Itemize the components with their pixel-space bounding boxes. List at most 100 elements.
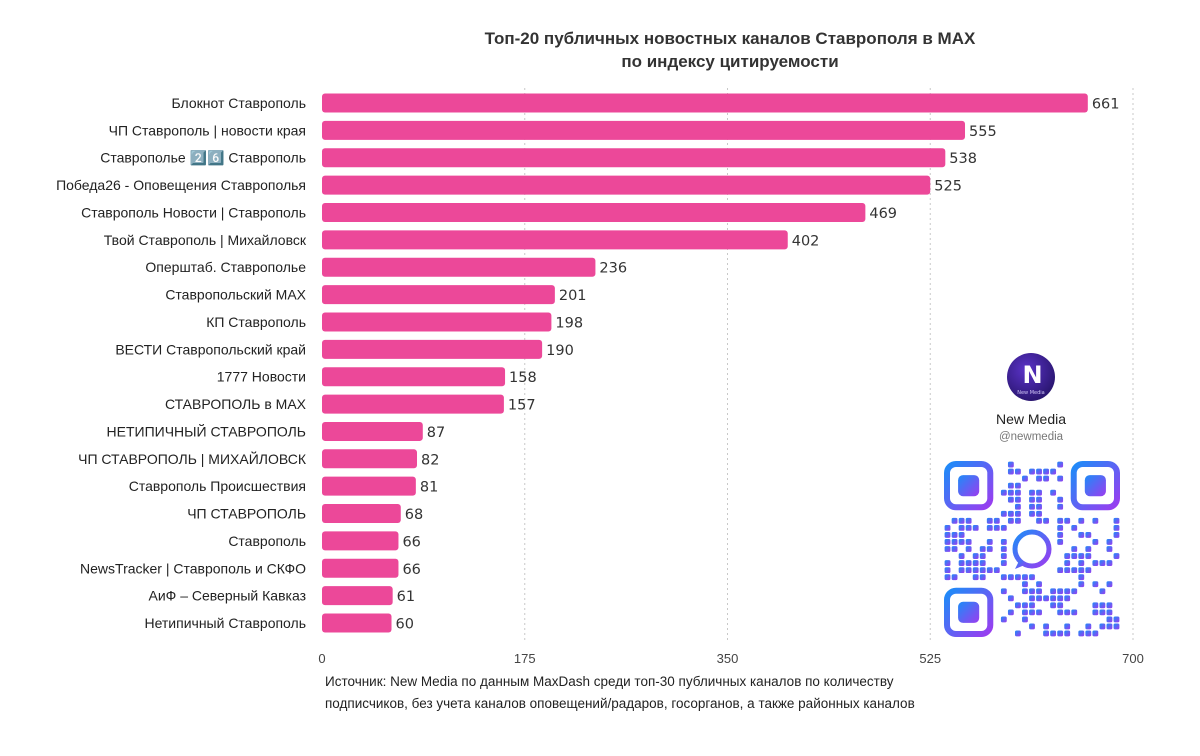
qr-module	[1029, 510, 1035, 517]
qr-module	[1015, 602, 1021, 609]
qr-module	[951, 539, 958, 545]
qr-module	[1050, 602, 1057, 609]
qr-module	[1000, 546, 1007, 552]
bar	[322, 312, 552, 332]
qr-module	[1050, 630, 1057, 637]
qr-module	[944, 560, 951, 566]
qr-module	[1092, 630, 1099, 637]
qr-module	[1064, 588, 1071, 595]
value-label: 158	[509, 370, 537, 386]
qr-module	[1043, 517, 1049, 524]
qr-module	[1050, 595, 1057, 602]
qr-module	[986, 567, 993, 574]
x-tick-label: 700	[1122, 651, 1144, 666]
qr-module	[1071, 588, 1078, 595]
qr-module	[1036, 609, 1042, 616]
bar	[322, 148, 946, 168]
qr-module	[958, 524, 965, 531]
qr-module	[1022, 609, 1028, 616]
qr-module	[965, 524, 972, 531]
category-label: Ставрополь Новости | Ставрополь	[81, 204, 306, 220]
qr-module	[951, 532, 958, 538]
qr-module	[1092, 539, 1099, 545]
qr-module	[951, 546, 958, 552]
qr-module	[1036, 588, 1042, 595]
source-line-1: Источник: New Media по данным MaxDash ср…	[325, 674, 894, 689]
category-label: НЕТИПИЧНЫЙ СТАВРОПОЛЬ	[107, 422, 306, 439]
qr-module	[1007, 482, 1014, 489]
bar	[322, 257, 596, 277]
qr-module	[1057, 496, 1064, 503]
qr-module	[993, 517, 1000, 524]
qr-module	[1000, 524, 1007, 531]
qr-module	[944, 524, 951, 531]
bar	[322, 531, 399, 551]
qr-module	[979, 574, 986, 581]
qr-module	[1029, 588, 1035, 595]
qr-module	[944, 539, 951, 545]
qr-module	[1050, 588, 1057, 595]
qr-module	[1007, 496, 1014, 503]
qr-module	[1036, 475, 1042, 482]
qr-module	[1029, 602, 1035, 609]
qr-module	[1000, 560, 1007, 566]
qr-module	[1007, 468, 1014, 475]
qr-module	[1057, 588, 1064, 595]
qr-module	[1057, 602, 1064, 609]
source-note: Источник: New Media по данным MaxDash ср…	[325, 671, 1045, 715]
brand-block: N New Media New Media @newmedia	[940, 353, 1122, 443]
qr-module	[986, 539, 993, 545]
qr-module	[1022, 588, 1028, 595]
category-label: Ставрополье 2️⃣6️⃣ Ставрополь	[100, 150, 306, 167]
qr-module	[1085, 532, 1092, 538]
qr-module	[1113, 553, 1120, 559]
qr-module	[1071, 546, 1078, 552]
qr-module	[1043, 623, 1049, 630]
qr-module	[1043, 630, 1049, 637]
category-label: Ставрополь	[228, 533, 306, 549]
value-label: 402	[792, 233, 820, 249]
qr-module	[1085, 546, 1092, 552]
value-label: 157	[508, 398, 536, 414]
qr-module	[1043, 468, 1049, 475]
qr-module	[1022, 574, 1028, 581]
qr-module	[965, 560, 972, 566]
category-label: ЧП СТАВРОПОЛЬ	[187, 506, 306, 522]
category-label: 1777 Новости	[217, 369, 306, 385]
qr-module	[1106, 581, 1113, 588]
qr-module	[1057, 595, 1064, 602]
qr-module	[1000, 489, 1007, 496]
qr-module	[1022, 475, 1028, 482]
qr-center-icon-tail	[1015, 559, 1027, 569]
bar	[322, 558, 399, 578]
qr-module	[1085, 553, 1092, 559]
qr-module	[1036, 595, 1042, 602]
qr-module	[1057, 475, 1064, 482]
qr-module	[1007, 510, 1014, 517]
qr-module	[1000, 539, 1007, 545]
qr-module	[1007, 574, 1014, 581]
qr-code[interactable]	[944, 461, 1120, 637]
logo-letter: N	[1022, 361, 1042, 389]
qr-module	[1036, 503, 1042, 510]
qr-module	[1015, 482, 1021, 489]
value-label: 525	[934, 179, 962, 195]
qr-module	[1036, 581, 1042, 588]
qr-finder-eye	[958, 601, 980, 623]
qr-module	[1106, 560, 1113, 566]
value-label: 61	[397, 589, 415, 605]
qr-module	[1085, 567, 1092, 574]
qr-module	[958, 532, 965, 538]
qr-module	[965, 539, 972, 545]
qr-module	[972, 560, 979, 566]
qr-module	[1078, 574, 1085, 581]
qr-module	[1106, 546, 1113, 552]
qr-module	[958, 567, 965, 574]
value-label: 661	[1092, 97, 1120, 113]
qr-module	[1071, 567, 1078, 574]
value-label: 87	[427, 425, 445, 441]
qr-module	[1029, 503, 1035, 510]
brand-name: New Media	[995, 411, 1067, 427]
qr-module	[1078, 553, 1085, 559]
qr-module	[1022, 581, 1028, 588]
